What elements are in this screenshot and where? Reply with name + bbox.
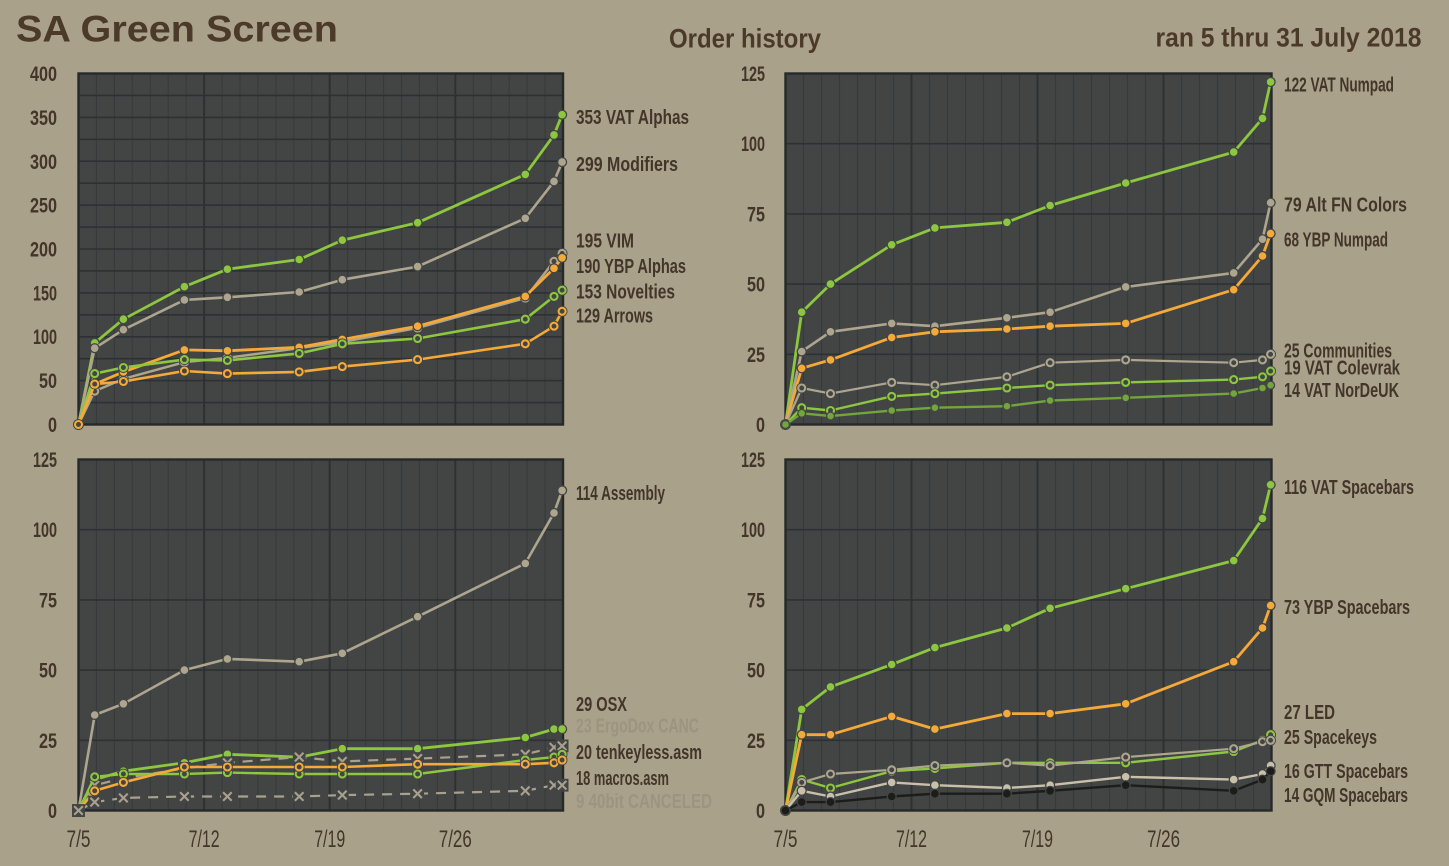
svg-text:73 YBP Spacebars: 73 YBP Spacebars	[1284, 597, 1410, 619]
svg-text:0: 0	[756, 413, 765, 437]
svg-text:0: 0	[48, 799, 57, 823]
svg-text:19 VAT Colevrak: 19 VAT Colevrak	[1284, 358, 1401, 380]
svg-text:300: 300	[30, 150, 57, 174]
svg-text:100: 100	[33, 325, 57, 349]
svg-text:100: 100	[33, 518, 57, 542]
svg-text:0: 0	[48, 413, 57, 437]
svg-text:200: 200	[30, 238, 57, 262]
svg-text:7/5: 7/5	[774, 826, 798, 853]
svg-text:250: 250	[30, 194, 57, 218]
svg-text:400: 400	[30, 62, 57, 86]
svg-text:27 LED: 27 LED	[1284, 702, 1335, 724]
svg-text:23 ErgoDox CANC: 23 ErgoDox CANC	[576, 716, 699, 738]
svg-text:116 VAT Spacebars: 116 VAT Spacebars	[1284, 477, 1414, 499]
svg-text:20 tenkeyless.asm: 20 tenkeyless.asm	[576, 742, 702, 764]
svg-text:7/5: 7/5	[67, 826, 91, 853]
svg-text:25: 25	[747, 729, 765, 753]
svg-text:125: 125	[741, 448, 765, 472]
svg-text:353 VAT Alphas: 353 VAT Alphas	[576, 107, 689, 129]
svg-text:129 Arrows: 129 Arrows	[576, 306, 653, 328]
svg-text:50: 50	[747, 659, 765, 683]
svg-text:25: 25	[39, 729, 57, 753]
svg-text:153 Novelties: 153 Novelties	[576, 282, 675, 304]
svg-text:29 OSX: 29 OSX	[576, 694, 627, 716]
svg-text:25 Spacekeys: 25 Spacekeys	[1284, 727, 1377, 749]
svg-text:100: 100	[741, 132, 765, 156]
svg-text:75: 75	[747, 588, 765, 612]
svg-text:Order history: Order history	[669, 24, 821, 54]
svg-text:100: 100	[741, 518, 765, 542]
svg-text:122 VAT Numpad: 122 VAT Numpad	[1284, 75, 1394, 97]
svg-text:299 Modifiers: 299 Modifiers	[576, 154, 678, 176]
svg-text:14 GQM Spacebars: 14 GQM Spacebars	[1284, 785, 1408, 807]
svg-text:7/26: 7/26	[1147, 826, 1180, 853]
svg-text:ran 5 thru 31 July 2018: ran 5 thru 31 July 2018	[1156, 23, 1422, 53]
svg-text:75: 75	[39, 588, 57, 612]
svg-text:7/19: 7/19	[1022, 826, 1053, 853]
svg-text:190 YBP Alphas: 190 YBP Alphas	[576, 256, 686, 278]
svg-text:150: 150	[33, 281, 57, 305]
svg-text:50: 50	[39, 659, 57, 683]
svg-text:125: 125	[33, 448, 57, 472]
svg-text:0: 0	[756, 799, 765, 823]
svg-text:16 GTT Spacebars: 16 GTT Spacebars	[1284, 761, 1408, 783]
svg-text:25 Communities: 25 Communities	[1284, 341, 1392, 363]
svg-text:9 40bit CANCELED: 9 40bit CANCELED	[576, 791, 712, 813]
svg-text:68 YBP Numpad: 68 YBP Numpad	[1284, 230, 1388, 252]
svg-text:18 macros.asm: 18 macros.asm	[576, 768, 669, 790]
svg-text:79 Alt FN Colors: 79 Alt FN Colors	[1284, 195, 1407, 217]
svg-text:125: 125	[741, 62, 765, 86]
svg-text:195 VIM: 195 VIM	[576, 231, 634, 253]
svg-text:SA Green Screen: SA Green Screen	[16, 9, 338, 50]
svg-text:7/12: 7/12	[896, 826, 927, 853]
svg-text:114 Assembly: 114 Assembly	[576, 483, 666, 505]
svg-text:50: 50	[747, 273, 765, 297]
svg-text:7/26: 7/26	[439, 826, 472, 853]
svg-text:7/12: 7/12	[189, 826, 220, 853]
svg-text:7/19: 7/19	[314, 826, 345, 853]
svg-text:25: 25	[747, 343, 765, 367]
svg-text:14 VAT NorDeUK: 14 VAT NorDeUK	[1284, 380, 1399, 402]
svg-text:75: 75	[747, 202, 765, 226]
svg-text:50: 50	[39, 369, 57, 393]
svg-text:350: 350	[30, 106, 57, 130]
